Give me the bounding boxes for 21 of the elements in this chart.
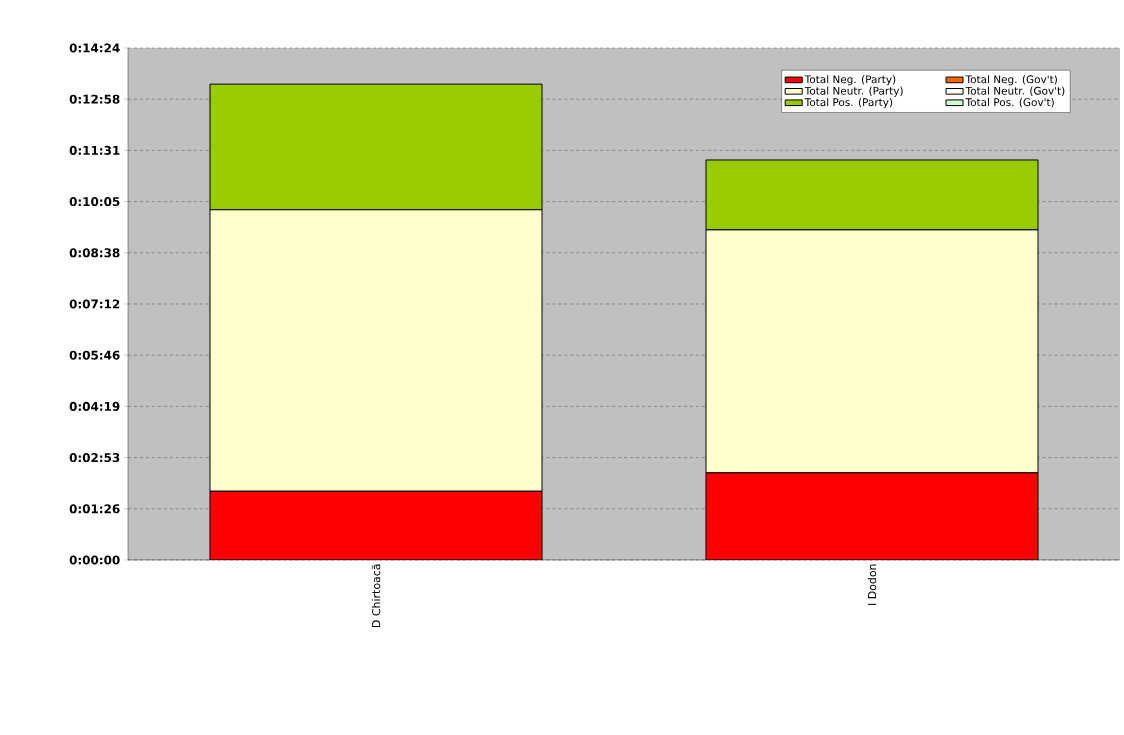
y-tick-label: 0:01:26 bbox=[69, 504, 120, 514]
legend-label: Total Pos. (Gov't) bbox=[965, 98, 1054, 108]
legend-label: Total Neg. (Party) bbox=[804, 75, 896, 86]
legend-label: Total Neg. (Gov't) bbox=[965, 75, 1057, 86]
y-tick-label: 0:00:00 bbox=[69, 555, 120, 565]
y-tick-label: 0:08:38 bbox=[69, 248, 120, 258]
legend-label: Total Neutr. (Party) bbox=[804, 86, 903, 97]
y-tick-label: 0:14:24 bbox=[69, 43, 120, 53]
legend-label: Total Neutr. (Gov't) bbox=[965, 86, 1065, 96]
bar bbox=[705, 472, 1039, 560]
y-tick-label: 0:12:58 bbox=[69, 94, 120, 104]
x-tick-label: D Chirtoacă bbox=[371, 564, 381, 627]
y-tick-label: 0:10:05 bbox=[69, 197, 120, 207]
y-tick-label: 0:05:46 bbox=[69, 350, 120, 360]
y-tick-label: 0:04:19 bbox=[69, 401, 120, 411]
x-tick-label: I Dodon bbox=[867, 564, 877, 605]
y-tick-label: 0:02:53 bbox=[69, 453, 120, 463]
legend-label: Total Pos. (Party) bbox=[804, 98, 893, 109]
y-tick-label: 0:07:12 bbox=[69, 299, 120, 309]
y-tick-label: 0:11:31 bbox=[69, 145, 120, 155]
bar bbox=[209, 490, 543, 560]
